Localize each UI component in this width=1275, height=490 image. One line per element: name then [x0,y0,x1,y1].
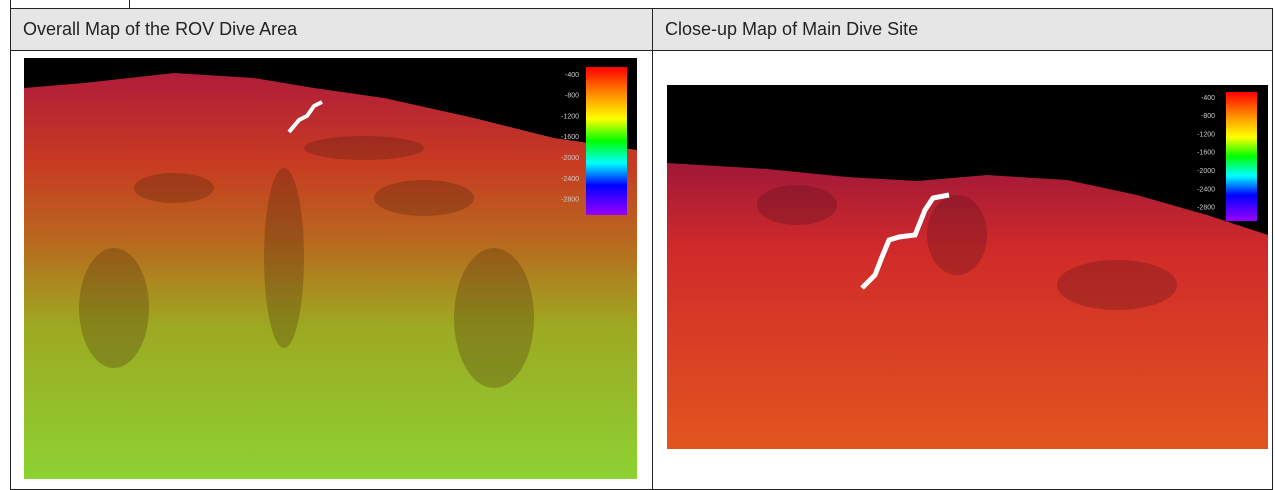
colorbar-label: -800 [565,93,579,100]
colorbar-label: -2000 [1197,168,1215,175]
header-cell: Overall Map of the ROV Dive Area [10,8,653,51]
page: Overall Map of the ROV Dive Area Close-u… [0,0,1275,481]
table-edge [10,0,130,8]
colorbar-label: -800 [1201,113,1215,120]
colorbar-label: -2400 [561,176,579,183]
colorbar-label: -400 [565,72,579,79]
header-cell: Close-up Map of Main Dive Site [652,8,1273,51]
header-text: Close-up Map of Main Dive Site [665,19,918,39]
colorbar-label: -1200 [561,113,579,120]
colorbar-label: -400 [1201,95,1215,102]
header-text: Overall Map of the ROV Dive Area [23,19,297,39]
colorbar-label: -2000 [561,155,579,162]
colorbar-label: -1600 [561,134,579,141]
colorbar-label: -2800 [561,197,579,204]
colorbar-label: -1600 [1197,150,1215,157]
colorbar-label: -1200 [1197,131,1215,138]
colorbar-label: -2400 [1197,186,1215,193]
map-image: -400 -800 -1200 -1600 -2000 -2400 -2800 [667,85,1268,449]
map-image: -400 -800 -1200 -1600 -2000 -2400 -2800 [24,58,637,479]
colorbar-label: -2800 [1197,205,1215,212]
